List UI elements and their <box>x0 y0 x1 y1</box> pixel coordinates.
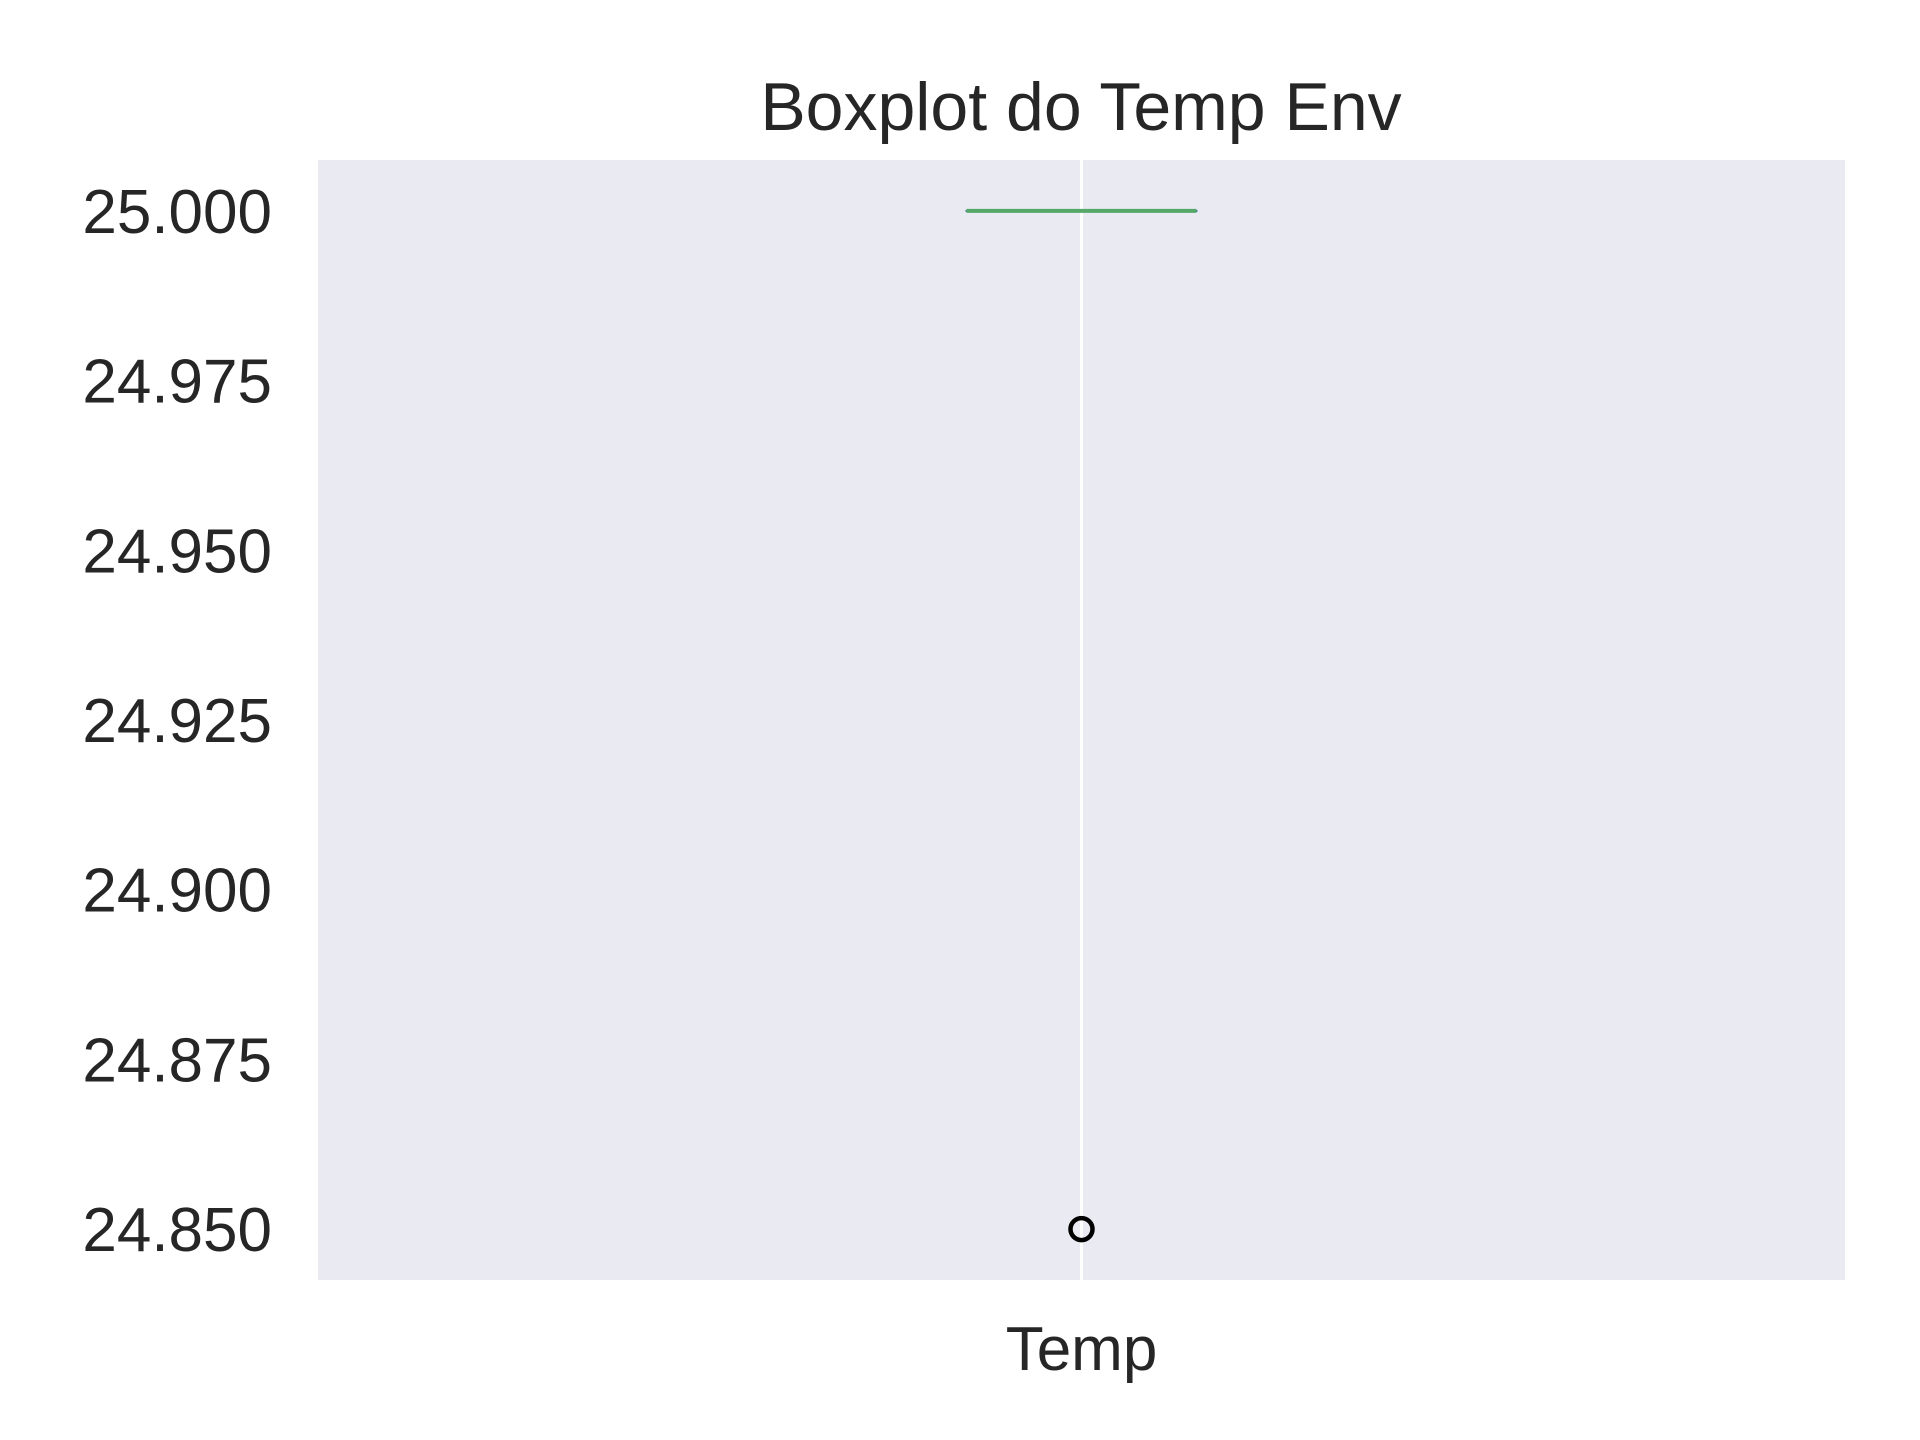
x-axis: Temp <box>1006 1315 1158 1384</box>
outlier-point <box>1068 1215 1095 1243</box>
chart-title: Boxplot do Temp Env <box>760 69 1401 145</box>
y-axis: 25.000 24.975 24.950 24.925 24.900 24.875 24.8… <box>82 178 272 1265</box>
y-tick-label: 24.925 <box>82 687 272 756</box>
mark-layer <box>965 208 1198 1243</box>
y-tick-label: 24.950 <box>82 517 272 586</box>
y-tick-label: 24.875 <box>82 1026 272 1095</box>
y-tick-label: 24.975 <box>82 348 272 417</box>
y-tick-label: 25.000 <box>82 178 272 247</box>
x-tick-label: Temp <box>1006 1315 1158 1384</box>
y-tick-label: 24.900 <box>82 857 272 926</box>
y-tick-label: 24.850 <box>82 1196 272 1265</box>
